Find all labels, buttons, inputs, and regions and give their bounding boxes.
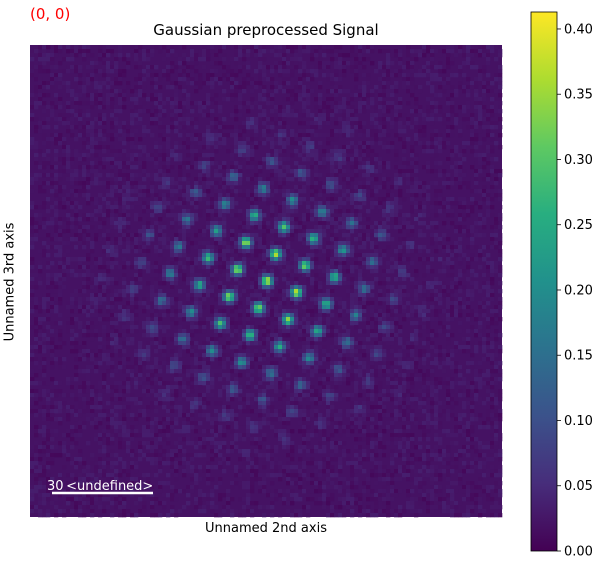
position-indicator: (0, 0) [30, 5, 71, 23]
scale-bar: 30 <undefined> [47, 479, 153, 495]
colorbar-tick-label: 0.30 [564, 153, 593, 168]
scale-bar-label: 30 <undefined> [47, 479, 153, 494]
colorbar-tick-label: 0.35 [564, 88, 593, 103]
x-axis-label: Unnamed 2nd axis [205, 521, 327, 536]
chart-title: Gaussian preprocessed Signal [153, 21, 379, 39]
colorbar [530, 11, 558, 552]
colorbar-tick-label: 0.10 [564, 414, 593, 429]
signal-image [30, 45, 503, 518]
colorbar-tick-label: 0.20 [564, 283, 593, 298]
colorbar-axis: 0.00 0.05 0.10 0.15 0.20 0.25 0.30 0.35 0.40 [557, 22, 593, 560]
colorbar-tick-label: 0.15 [564, 349, 593, 364]
colorbar-tick-label: 0.00 [564, 545, 593, 560]
colorbar-tick-label: 0.05 [564, 479, 593, 494]
colorbar-tick-label: 0.40 [564, 22, 593, 37]
colorbar-tick-label: 0.25 [564, 218, 593, 233]
